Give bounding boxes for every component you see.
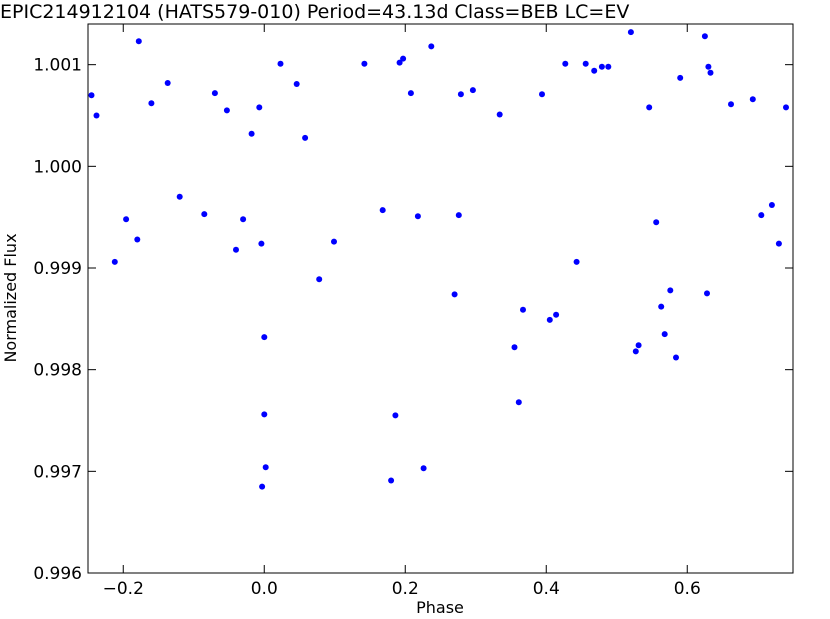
- plot-area-frame: [87, 23, 794, 574]
- data-point: [164, 80, 171, 86]
- data-point: [728, 101, 734, 108]
- data-point: [701, 33, 708, 40]
- data-point: [256, 104, 263, 111]
- data-point: [388, 477, 395, 484]
- data-point: [653, 219, 660, 226]
- data-point: [262, 464, 269, 471]
- data-point: [261, 411, 268, 418]
- data-point: [414, 213, 421, 220]
- data-point: [539, 91, 545, 98]
- data-point: [768, 202, 775, 208]
- data-point: [302, 134, 309, 141]
- data-point: [658, 303, 665, 310]
- y-tick-label: 1.000: [33, 157, 82, 177]
- data-point: [469, 87, 476, 94]
- y-tick-label: 1.001: [33, 56, 82, 76]
- data-point: [428, 43, 435, 50]
- data-point: [451, 291, 458, 298]
- data-point: [562, 60, 569, 67]
- data-point: [396, 59, 403, 66]
- data-point: [496, 111, 503, 118]
- data-point: [775, 240, 782, 247]
- data-point: [677, 74, 684, 81]
- x-tick-label: 0.0: [251, 579, 278, 599]
- data-point: [455, 212, 462, 219]
- data-point: [379, 207, 386, 214]
- data-point: [201, 211, 208, 218]
- data-point: [400, 55, 407, 62]
- x-tick-label: 0.6: [674, 579, 701, 599]
- data-point: [148, 100, 155, 107]
- data-point: [331, 238, 337, 245]
- x-tick-label: 0.4: [533, 579, 560, 599]
- y-axis-ticks: 0.996 0.997 0.998 0.999 1.000 1.001: [33, 56, 793, 584]
- data-point: [392, 412, 399, 419]
- data-point: [511, 344, 518, 351]
- x-axis-label: Phase: [416, 598, 464, 617]
- data-point: [632, 348, 639, 355]
- y-tick-label: 0.996: [33, 564, 82, 584]
- data-point: [598, 63, 605, 70]
- data-point: [707, 69, 714, 76]
- data-point: [240, 216, 247, 223]
- data-point: [673, 354, 679, 361]
- data-point: [704, 290, 710, 297]
- data-point: [667, 287, 674, 294]
- data-point: [233, 246, 239, 253]
- data-point: [783, 104, 789, 111]
- data-point: [646, 104, 653, 111]
- data-point: [361, 60, 368, 67]
- data-point: [635, 342, 642, 349]
- data-point: [515, 399, 522, 406]
- data-points: [88, 29, 789, 490]
- y-tick-label: 0.999: [33, 259, 82, 279]
- data-point: [211, 90, 218, 97]
- y-tick-label: 0.998: [33, 361, 82, 381]
- data-point: [248, 130, 255, 137]
- data-point: [223, 107, 230, 114]
- data-point: [546, 316, 553, 323]
- chart-title: EPIC214912104 (HATS579-010) Period=43.13…: [0, 1, 629, 23]
- y-tick-label: 0.997: [33, 462, 82, 482]
- data-point: [627, 29, 634, 36]
- data-point: [93, 112, 100, 119]
- data-point: [123, 216, 130, 223]
- data-point: [293, 81, 300, 87]
- data-point: [605, 63, 612, 70]
- data-point: [111, 258, 118, 265]
- data-point: [661, 331, 668, 338]
- y-axis-label: Normalized Flux: [1, 233, 20, 362]
- data-point: [277, 60, 284, 67]
- data-point: [749, 96, 756, 103]
- data-point: [176, 193, 183, 200]
- data-point: [591, 67, 598, 74]
- data-point: [316, 276, 323, 283]
- data-point: [258, 240, 265, 247]
- data-point: [582, 60, 589, 67]
- data-point: [705, 63, 712, 70]
- data-point: [553, 311, 560, 318]
- data-point: [758, 212, 765, 219]
- data-point: [520, 306, 526, 313]
- data-point: [134, 236, 141, 243]
- data-point: [261, 334, 268, 341]
- data-point: [420, 465, 427, 472]
- data-point: [259, 483, 266, 490]
- x-tick-label: −0.2: [103, 579, 144, 599]
- data-point: [407, 90, 414, 97]
- data-point: [573, 258, 580, 265]
- data-point: [135, 38, 142, 45]
- x-tick-label: 0.2: [392, 579, 419, 599]
- data-point: [457, 91, 464, 98]
- x-axis-ticks: −0.2 0.0 0.2 0.4 0.6: [103, 24, 701, 599]
- data-point: [88, 92, 95, 99]
